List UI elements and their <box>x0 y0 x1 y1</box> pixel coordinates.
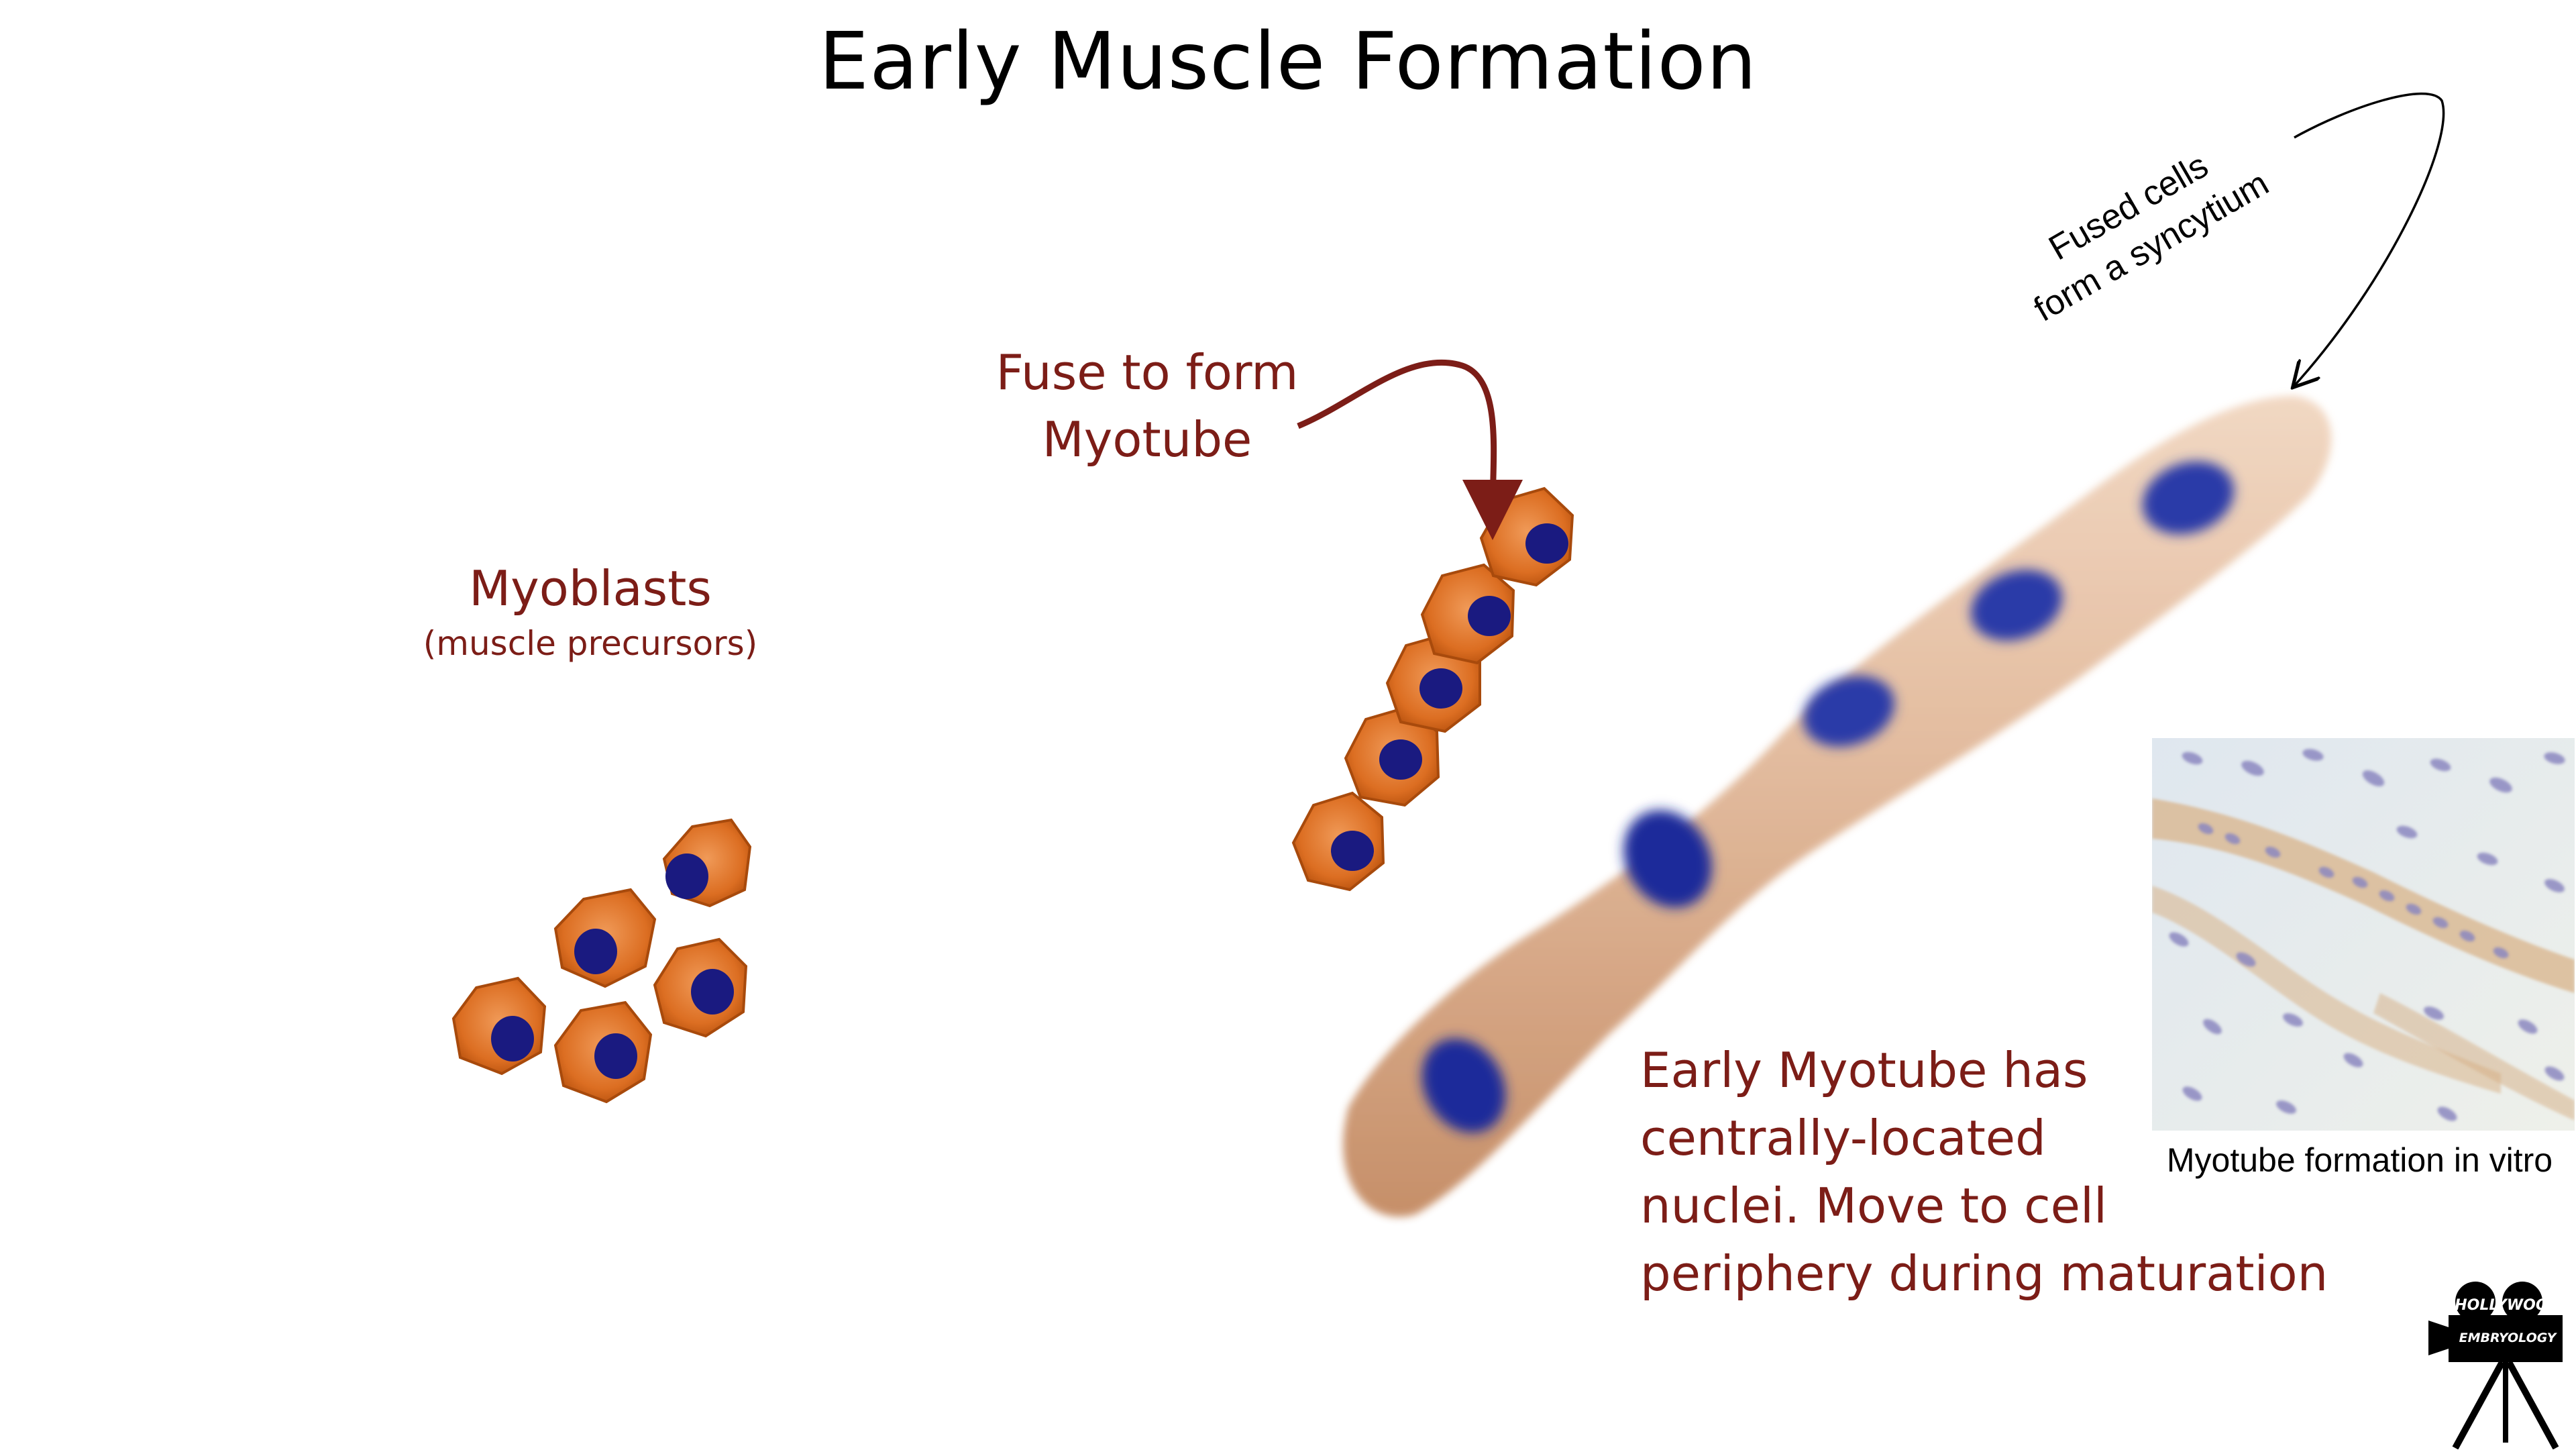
fusing-cell <box>1291 791 1385 892</box>
page-title: Early Muscle Formation <box>818 15 1758 107</box>
myoblast-cell <box>653 937 748 1038</box>
fusing-cell <box>1479 486 1574 587</box>
fusing-cells-chain <box>1291 486 1574 892</box>
myotube-nucleus <box>1421 1038 1506 1133</box>
myoblast-cell <box>553 1000 653 1104</box>
fuse-arrow <box>1297 359 1523 540</box>
myotube-nucleus <box>2142 461 2235 535</box>
myoblasts-sublabel: (muscle precursors) <box>423 624 758 663</box>
syncytium-arrow <box>2294 92 2445 386</box>
fuse-label-line1: Fuse to form <box>996 344 1299 401</box>
myoblasts-label: Myoblasts <box>469 560 712 617</box>
fusing-cell <box>1420 563 1515 665</box>
fuse-label: Fuse to form Myotube <box>939 339 1355 473</box>
early-line2: centrally-located <box>1640 1110 2046 1166</box>
early-line4: periphery during maturation <box>1640 1245 2328 1302</box>
myoblast-cell <box>553 888 657 988</box>
early-myotube-description: Early Myotube has centrally-located nucl… <box>1640 1037 2378 1308</box>
fusing-cell <box>1344 705 1440 807</box>
hollywood-embryology-logo: HOLLYWOOD EMBRYOLOGY <box>2428 1275 2576 1450</box>
myotube-nucleus <box>1623 810 1712 908</box>
early-line1: Early Myotube has <box>1640 1042 2088 1098</box>
myoblast-cell <box>662 818 752 908</box>
myotube <box>1343 396 2332 1217</box>
micrograph-caption: Myotube formation in vitro <box>2166 1141 2553 1179</box>
logo-text-1: HOLLYWOOD <box>2455 1297 2561 1314</box>
myotube-nucleus <box>1971 570 2062 641</box>
fuse-label-line2: Myotube <box>1042 411 1252 468</box>
logo-text-2: EMBRYOLOGY <box>2459 1331 2558 1345</box>
early-line3: nuclei. Move to cell <box>1640 1178 2107 1234</box>
myotube-nucleus <box>1803 676 1894 747</box>
myotube-micrograph <box>2152 738 2575 1131</box>
myoblast-cell <box>451 976 547 1076</box>
myoblast-cluster <box>451 818 752 1104</box>
